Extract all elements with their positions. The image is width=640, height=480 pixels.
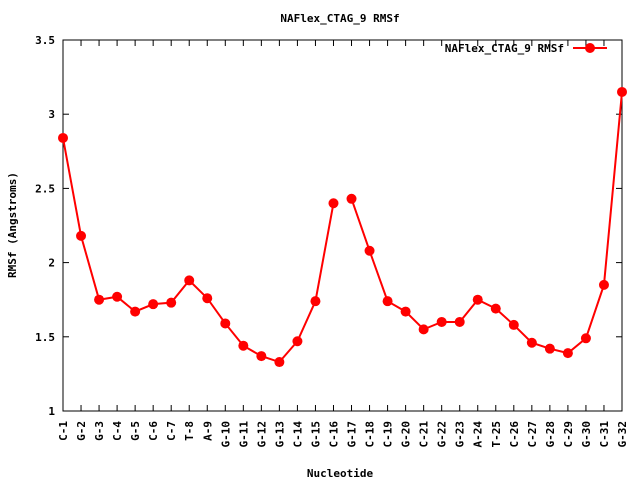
x-tick-label: G-20 (400, 421, 413, 448)
data-point (526, 337, 537, 348)
data-point (544, 343, 555, 354)
data-point (256, 351, 267, 362)
x-tick-label: G-2 (75, 421, 88, 441)
x-tick-label: G-30 (580, 421, 593, 448)
y-axis: 1 1.5 2 2.5 3 3.5 (35, 34, 622, 418)
x-tick-label: C-16 (327, 421, 340, 448)
x-tick-label: C-6 (147, 421, 160, 441)
data-point (454, 316, 465, 327)
data-point (580, 333, 591, 344)
data-point (220, 318, 231, 329)
legend: NAFlex_CTAG_9 RMSf (445, 42, 607, 55)
x-tick-label: G-3 (93, 421, 106, 441)
data-point (472, 294, 483, 305)
x-tick-label: C-21 (418, 421, 431, 448)
x-tick-label: T-25 (490, 421, 503, 448)
x-tick-label: C-27 (526, 421, 539, 448)
x-tick-label: G-15 (309, 421, 322, 448)
data-point (418, 324, 429, 335)
y-tick-label: 2.5 (35, 182, 55, 195)
x-tick-label: G-13 (273, 421, 286, 448)
data-point (166, 297, 177, 308)
data-point (112, 291, 123, 302)
data-point (562, 348, 573, 359)
y-axis-label: RMSf (Angstroms) (6, 172, 19, 278)
x-axis: C-1 G-2 G-3 C-4 G-5 C-6 C-7 T-8 A-9 G-10 G-11 G-12 G… (57, 40, 629, 448)
data-point (310, 296, 321, 307)
data-point (382, 296, 393, 307)
data-point (202, 293, 213, 304)
data-point (346, 193, 357, 204)
data-point (58, 132, 68, 143)
x-tick-label: G-32 (616, 421, 629, 448)
y-tick-label: 2 (48, 257, 55, 270)
y-tick-label: 3 (48, 108, 55, 121)
data-point (508, 319, 519, 330)
x-tick-label: C-1 (57, 421, 70, 441)
legend-label: NAFlex_CTAG_9 RMSf (445, 42, 564, 55)
x-tick-label: G-17 (346, 421, 359, 448)
data-point (490, 303, 501, 314)
x-tick-label: G-12 (255, 421, 268, 448)
series-group (58, 86, 627, 368)
data-point (598, 279, 609, 290)
x-tick-label: C-31 (598, 421, 611, 448)
chart-title: NAFlex_CTAG_9 RMSf (280, 12, 399, 25)
x-tick-label: C-14 (291, 421, 304, 448)
data-point (617, 86, 627, 97)
series-line (62, 137, 335, 364)
data-point (400, 306, 411, 317)
x-tick-label: C-29 (562, 421, 575, 448)
data-point (184, 275, 195, 286)
x-tick-label: G-10 (219, 421, 232, 448)
y-tick-label: 1.5 (35, 331, 55, 344)
x-tick-label: C-7 (165, 421, 178, 441)
data-point (274, 357, 285, 368)
x-tick-label: G-11 (237, 421, 250, 448)
x-tick-label: C-26 (508, 421, 521, 448)
data-point (76, 230, 87, 241)
series-line (350, 91, 623, 355)
y-tick-label: 3.5 (35, 34, 55, 47)
data-point (292, 336, 303, 347)
x-tick-label: T-8 (183, 421, 196, 441)
x-tick-label: A-24 (472, 421, 485, 448)
x-tick-label: A-9 (201, 421, 214, 441)
data-point (94, 294, 105, 305)
data-point (130, 306, 141, 317)
x-tick-label: G-28 (544, 421, 557, 448)
x-tick-label: C-18 (364, 421, 377, 448)
legend-marker (585, 43, 595, 53)
data-point (328, 198, 339, 209)
y-tick-label: 1 (48, 405, 55, 418)
x-tick-label: C-4 (111, 421, 124, 441)
x-tick-label: G-22 (436, 421, 449, 448)
x-tick-label: C-19 (382, 421, 395, 448)
data-point (364, 245, 375, 256)
x-tick-label: G-23 (454, 421, 467, 448)
data-point (436, 316, 447, 327)
plot-frame (62, 39, 623, 412)
x-tick-label: G-5 (129, 421, 142, 441)
data-point (238, 340, 249, 351)
x-axis-label: Nucleotide (307, 467, 374, 480)
data-point (148, 299, 159, 310)
